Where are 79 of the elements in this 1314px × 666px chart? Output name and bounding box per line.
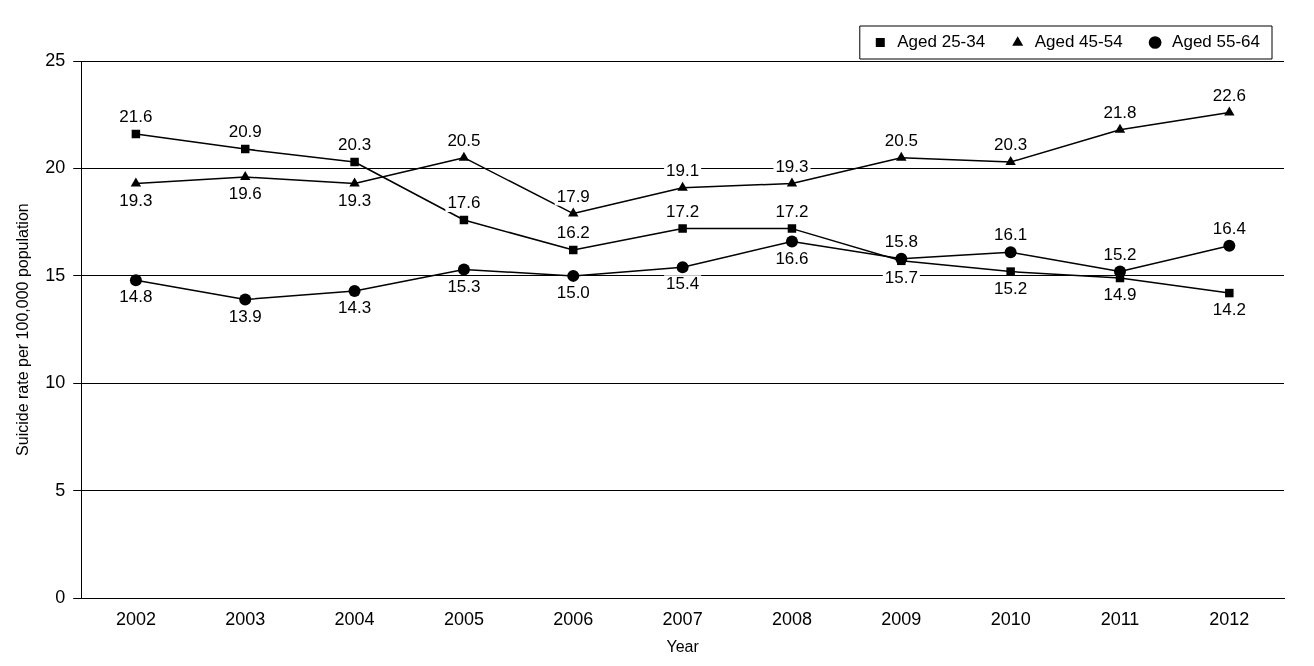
data-label: 15.3: [447, 276, 481, 296]
point: [1006, 267, 1015, 276]
data-label: 17.6: [447, 193, 481, 213]
x-tick-label: 2003: [225, 608, 266, 629]
point: [1005, 155, 1016, 165]
data-label: 22.6: [1212, 85, 1246, 105]
y-tick-label: 20: [45, 157, 66, 178]
data-label: 16.2: [556, 223, 590, 243]
y-tick-label: 0: [55, 587, 66, 608]
data-label: 15.0: [556, 283, 590, 303]
data-label: 15.7: [884, 268, 918, 288]
data-label: 19.1: [666, 160, 700, 180]
data-label: 15.8: [884, 231, 918, 251]
data-label: 17.2: [775, 201, 809, 221]
point: [1223, 239, 1236, 252]
x-tick-label: 2011: [1100, 608, 1140, 629]
y-tick-label: 10: [45, 372, 66, 393]
point: [240, 171, 251, 181]
data-label: 15.2: [994, 278, 1028, 298]
data-label: 14.2: [1212, 300, 1246, 320]
y-tick-label: 25: [45, 49, 66, 70]
x-tick-label: 2009: [881, 608, 922, 629]
point: [677, 181, 688, 191]
x-tick-label: 2002: [115, 608, 156, 629]
data-label: 19.6: [228, 184, 262, 204]
data-label: 20.3: [338, 135, 372, 155]
data-label: 16.1: [994, 225, 1028, 245]
data-label: 19.3: [119, 190, 153, 210]
x-axis-title: Year: [666, 637, 700, 655]
x-tick-label: 2006: [553, 608, 594, 629]
point: [129, 274, 142, 287]
y-tick-label: 15: [45, 264, 66, 285]
data-label: 15.4: [666, 274, 700, 294]
data-label: 14.3: [338, 298, 372, 318]
data-label: 20.5: [884, 130, 918, 150]
data-label: 17.9: [556, 186, 590, 206]
data-label: 21.8: [1103, 102, 1137, 122]
legend-label: Aged 55-64: [1172, 32, 1260, 52]
point: [350, 157, 359, 167]
point: [786, 177, 798, 187]
x-tick-label: 2010: [990, 608, 1031, 629]
point: [348, 284, 361, 297]
data-label: 20.3: [994, 135, 1028, 155]
legend-label: Aged 45-54: [1034, 32, 1123, 52]
y-axis-title: Suicide rate per 100,000 population: [14, 203, 32, 456]
point: [787, 224, 797, 233]
point: [1114, 123, 1126, 133]
data-label: 14.9: [1103, 285, 1137, 305]
data-label: 16.6: [775, 248, 809, 268]
point: [896, 151, 907, 161]
x-tick-label: 2004: [334, 608, 375, 629]
data-label: 19.3: [775, 156, 809, 176]
x-tick-label: 2012: [1209, 608, 1250, 629]
point: [457, 263, 470, 276]
legend-label: Aged 25-34: [897, 32, 986, 52]
data-label: 17.2: [666, 201, 700, 221]
data-label: 15.2: [1103, 244, 1137, 264]
point: [678, 224, 687, 233]
point: [569, 245, 578, 255]
data-label: 14.8: [119, 287, 153, 307]
data-label: 16.4: [1212, 218, 1246, 238]
point: [239, 293, 252, 306]
point: [567, 269, 580, 282]
data-label: 20.9: [228, 122, 262, 142]
point: [1004, 246, 1017, 259]
point: [785, 235, 798, 248]
data-label: 20.5: [447, 130, 481, 150]
point: [676, 261, 689, 274]
point: [1224, 106, 1235, 116]
point: [568, 207, 579, 217]
data-label: 21.6: [119, 107, 153, 127]
data-label: 19.3: [338, 190, 372, 210]
point: [458, 151, 470, 161]
data-label: 13.9: [228, 306, 262, 326]
x-tick-label: 2007: [662, 608, 703, 629]
point: [1225, 288, 1234, 298]
x-tick-label: 2005: [443, 608, 484, 629]
y-tick-label: 5: [55, 479, 66, 500]
x-tick-label: 2008: [771, 608, 812, 629]
